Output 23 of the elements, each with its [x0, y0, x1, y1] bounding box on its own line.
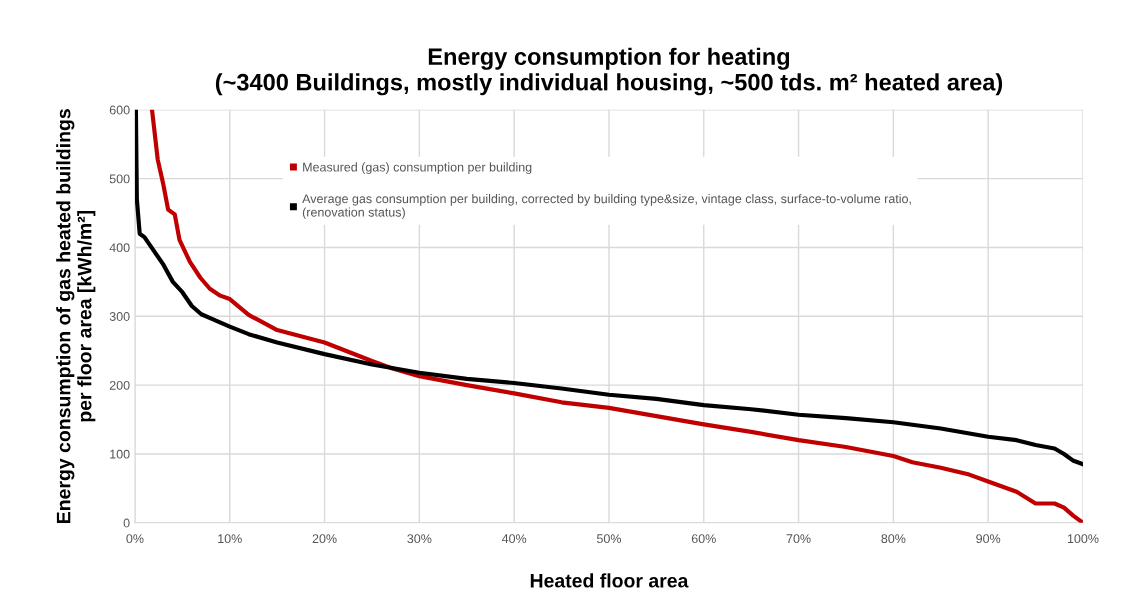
x-tick-label: 50%	[596, 534, 622, 544]
x-tick-label: 60%	[691, 534, 716, 544]
x-tick-label: 70%	[786, 534, 811, 544]
legend-label: Measured (gas) consumption per building	[303, 162, 532, 174]
x-tick-label: 0%	[126, 534, 144, 544]
x-tick-label: 30%	[407, 534, 432, 544]
y-tick-label: 400	[109, 243, 130, 253]
x-tick-label: 40%	[501, 534, 527, 544]
y-tick-label: 600	[109, 105, 130, 115]
y-tick-label: 300	[109, 312, 130, 321]
y-tick-label: 100	[110, 449, 130, 459]
x-axis-title: Heated floor area	[530, 573, 689, 588]
chart-title: Energy consumption for heating (~3400 Buildings, mostly individual housing, ~500 tds. m² heated area)	[215, 47, 1003, 96]
x-tick-label: 100%	[1067, 534, 1099, 544]
x-tick-label: 80%	[881, 534, 906, 544]
legend-label: Average gas consumption per building, corrected by building type&size, vintage class, surface-to-volume ratio, (renovation status)	[302, 194, 911, 220]
y-tick-label: 500	[109, 174, 130, 184]
x-tick-label: 90%	[976, 534, 1001, 544]
y-tick-label: 200	[109, 380, 130, 390]
x-tick-label: 10%	[218, 534, 242, 544]
y-tick-label: 0	[123, 518, 130, 528]
x-tick-label: 20%	[312, 534, 337, 544]
y-axis-title: Energy consumption of gas heated buildings per floor area [kWh/m²]	[56, 109, 96, 523]
